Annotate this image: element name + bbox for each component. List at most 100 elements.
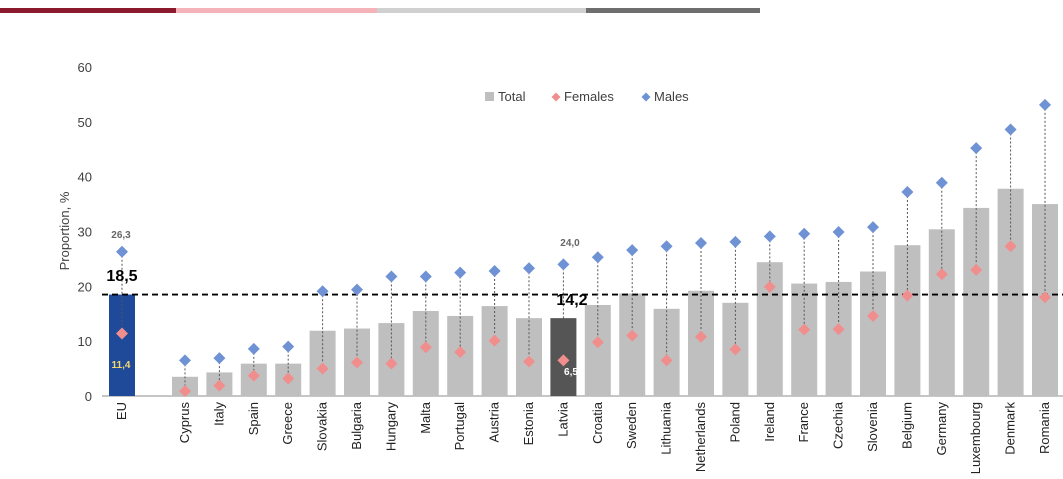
category-label: Portugal [452,402,467,451]
female-marker [282,372,295,385]
male-marker [867,221,879,234]
eu-females-label: 11,4 [112,360,131,371]
bar-germany [928,229,955,396]
female-marker [935,268,948,281]
category-label: Lithuania [659,401,674,455]
male-marker [523,262,535,275]
female-marker [116,327,128,340]
female-marker [247,369,260,382]
female-marker [729,343,742,356]
category-label: Netherlands [693,402,708,473]
category-label: Hungary [383,402,398,452]
y-axis-ticks: 0 10 20 30 40 50 60 [78,60,92,404]
legend-females-marker [551,92,561,102]
category-label: Germany [934,402,949,456]
bar-czechia [825,281,852,396]
female-marker [867,309,879,322]
bar-denmark [997,188,1024,396]
female-marker [695,330,707,343]
male-marker [832,226,845,239]
male-marker [763,230,776,243]
y-axis-label: Proportion, % [57,191,72,270]
category-label: Sweden [624,402,639,449]
male-marker [247,342,260,355]
category-label: Ireland [762,402,777,442]
legend-males-label: Males [654,89,689,104]
male-marker [1004,123,1017,136]
legend: Total Females Males [485,89,689,104]
legend-total-swatch [485,92,494,101]
latvia-males-label: 24,0 [560,238,580,249]
category-label: Spain [246,402,261,435]
female-marker [523,355,535,368]
female-marker [1004,240,1017,253]
category-labels: EU Cyprus Italy Spain Greece Slovakia Bulgaria… [114,401,1052,474]
y-tick-label: 20 [78,279,92,294]
male-marker [729,235,742,248]
male-marker [385,270,398,283]
category-label: Czechia [831,401,846,449]
female-marker [798,323,811,336]
male-marker [935,176,948,189]
female-marker [1039,291,1051,304]
female-marker [419,341,432,354]
category-label: Luxembourg [968,402,983,474]
category-label: Greece [280,402,295,445]
y-tick-label: 30 [78,225,92,240]
header-bar-segment-2 [176,8,377,13]
female-marker [488,334,501,347]
category-label: Estonia [521,401,536,445]
latvia-females-label: 6,5 [564,367,578,378]
category-label: Romania [1037,401,1052,454]
legend-total-label: Total [498,89,526,104]
male-marker [798,227,811,240]
female-marker [179,385,191,398]
category-label: Austria [487,401,502,442]
bar-lithuania [653,308,680,396]
category-label: Croatia [590,401,605,444]
category-label: Malta [418,401,433,434]
bar-slovenia [860,271,886,396]
female-marker [591,336,604,349]
category-label: Poland [727,402,742,442]
male-marker [1039,98,1051,111]
eu-males-label: 26,3 [111,230,131,241]
y-tick-label: 60 [78,60,92,75]
category-label: Cyprus [177,402,192,444]
female-marker [970,263,983,276]
category-label: Italy [211,402,226,426]
female-marker [626,329,639,342]
male-marker [419,270,432,283]
male-marker [626,244,639,257]
male-marker [591,251,604,264]
female-marker [557,354,570,367]
bar-luxembourg [963,207,990,396]
male-marker [454,266,467,279]
y-tick-label: 0 [85,389,92,404]
category-label: Slovenia [865,401,880,452]
bars-group [109,188,1058,396]
female-marker [454,346,467,359]
bar-eu [109,294,135,396]
female-marker [351,356,363,369]
female-marker [316,362,329,375]
female-marker [660,354,673,367]
male-marker [282,340,295,353]
bar-sweden [619,293,646,396]
legend-males-marker [641,92,651,102]
male-marker [901,186,914,199]
bar-austria [481,306,508,396]
y-tick-label: 50 [78,115,92,130]
category-label: France [796,402,811,442]
male-marker [179,354,191,367]
header-bar-segment-3 [377,8,586,13]
male-marker [316,285,329,298]
male-marker [557,258,570,271]
female-marker [213,379,226,392]
male-marker [213,352,226,365]
bar-netherlands [688,290,714,396]
bar-france [791,283,818,396]
female-marker [832,323,845,336]
header-bar-segment-1 [0,8,176,13]
